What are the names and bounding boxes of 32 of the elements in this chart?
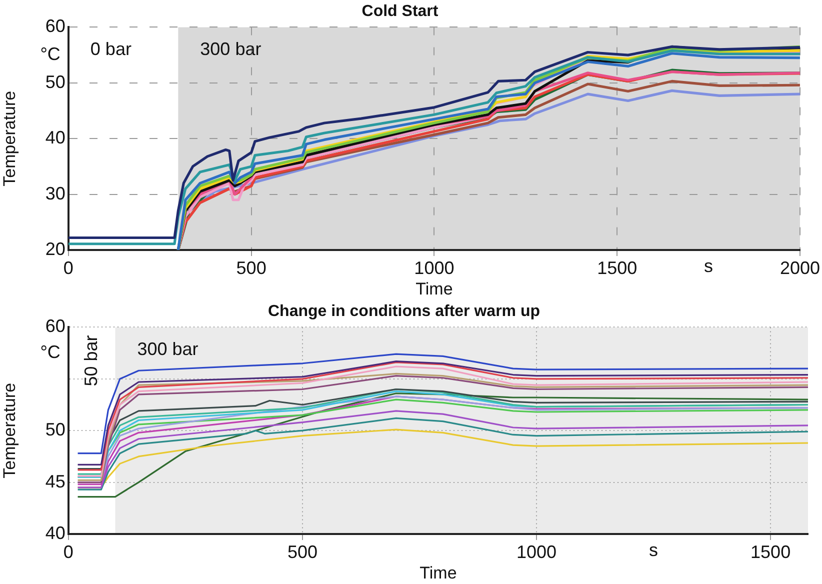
x-tick-label: 500 (287, 542, 318, 562)
x-tick-label: 1000 (414, 258, 454, 278)
chart-title: Cold Start (362, 3, 439, 20)
y-tick-label: 60 (45, 316, 66, 336)
text: s (704, 256, 714, 276)
y-tick-label: 50 (45, 420, 66, 440)
y-axis-title: Temperature (0, 90, 19, 186)
y-tick-label: 45 (45, 471, 66, 492)
annotation: 0 bar (90, 39, 132, 60)
band-label: 300 bar (200, 39, 262, 60)
x-tick-label: 1500 (750, 542, 791, 562)
x-axis-title: Time (420, 563, 457, 582)
x-tick-label: 2000 (780, 258, 820, 278)
x-tick-label: 0 (63, 542, 74, 562)
x-tick-label: 1000 (516, 542, 557, 562)
x-tick-label: 1500 (597, 258, 638, 278)
y-tick-label: 20 (45, 238, 66, 259)
text: °C (40, 342, 60, 362)
text: °C (40, 44, 60, 64)
x-tick-label: 500 (236, 258, 266, 278)
band-label: 300 bar (137, 339, 198, 360)
y-tick-label: 40 (45, 522, 66, 543)
y-tick-label: 60 (45, 16, 66, 36)
x-axis-title: Time (416, 279, 453, 298)
chart-title: Change in conditions after warm up (268, 303, 540, 320)
annotation: 50 bar (80, 335, 101, 386)
y-tick-label: 40 (45, 128, 66, 148)
y-tick-label: 50 (45, 72, 66, 92)
y-tick-label: 30 (45, 183, 66, 204)
text: s (649, 540, 658, 560)
x-tick-label: 0 (63, 258, 74, 278)
y-axis-title: Temperature (0, 382, 19, 478)
